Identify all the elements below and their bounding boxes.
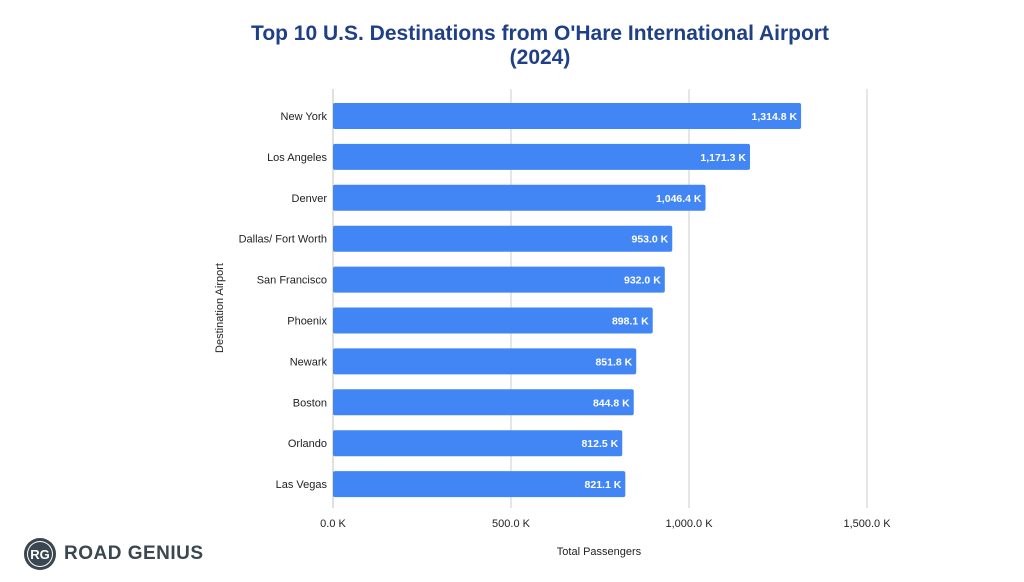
y-axis-title: Destination Airport (214, 263, 226, 353)
bar (333, 266, 665, 293)
labels: 0.0 K 500.0 K 1,000.0 K 1,500.0 K New York 1,… (239, 111, 892, 530)
bar-value-label: 1,314.8 K (752, 111, 798, 123)
bar (333, 471, 626, 498)
y-category-label: Los Angeles (267, 152, 327, 164)
bar-value-label: 821.1 K (585, 479, 622, 491)
bar-value-label: 812.5 K (581, 438, 618, 450)
bar-value-label: 953.0 K (631, 234, 668, 246)
bar-value-label: 1,171.3 K (700, 152, 746, 164)
bar (333, 184, 706, 211)
bar-value-label: 851.8 K (595, 356, 632, 368)
chart-title-line1: Top 10 U.S. Destinations from O'Hare Int… (251, 22, 829, 45)
x-tick-label: 1,500.0 K (843, 518, 891, 530)
y-category-label: Newark (290, 356, 328, 368)
bar-value-label: 1,046.4 K (656, 193, 702, 205)
chart-title: Top 10 U.S. Destinations from O'Hare Int… (0, 22, 1024, 70)
bar (333, 143, 750, 170)
bar-value-label: 932.0 K (624, 275, 661, 287)
x-tick-label: 500.0 K (492, 518, 531, 530)
bars (333, 103, 802, 498)
brand-badge: RG (24, 538, 56, 570)
x-tick-label: 0.0 K (320, 518, 346, 530)
y-category-label: Dallas/ Fort Worth (239, 234, 327, 246)
y-category-label: Phoenix (287, 316, 327, 328)
bar-value-label: 898.1 K (612, 316, 649, 328)
y-category-label: New York (281, 111, 328, 123)
brand-logo: RG ROAD GENIUS (24, 538, 204, 570)
y-category-label: Las Vegas (276, 479, 328, 491)
y-category-label: Orlando (288, 438, 327, 450)
y-category-label: Boston (293, 397, 327, 409)
bar (333, 103, 802, 129)
bar (333, 225, 673, 252)
brand-name: ROAD GENIUS (64, 543, 204, 564)
y-category-label: Denver (292, 193, 328, 205)
bar (333, 430, 623, 457)
x-axis-title: Total Passengers (557, 546, 642, 558)
bar (333, 348, 637, 375)
bar-value-label: 844.8 K (593, 397, 630, 409)
bar (333, 389, 634, 416)
y-category-label: San Francisco (257, 275, 327, 287)
chart-title-line2: (2024) (509, 46, 571, 69)
x-tick-label: 1,000.0 K (665, 518, 713, 530)
bar (333, 307, 653, 334)
